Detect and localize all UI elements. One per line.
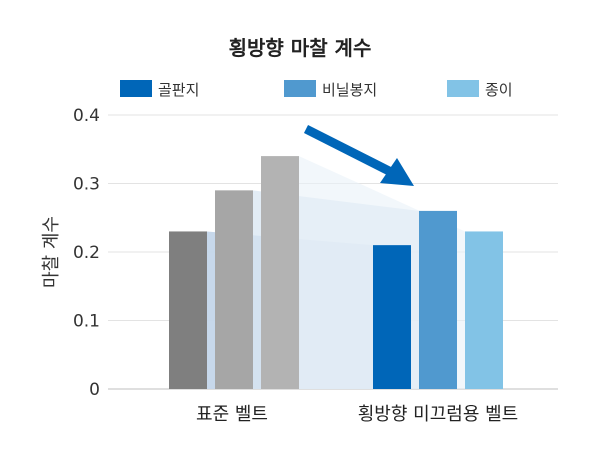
bars — [169, 156, 503, 389]
bar-0-2 — [261, 156, 299, 389]
y-tick-label-4: 0.4 — [73, 106, 100, 126]
bar-1-1 — [419, 210, 457, 389]
bar-0-0 — [169, 231, 207, 389]
bar-0-1 — [215, 190, 253, 389]
category-label-1: 횡방향 미끄럼용 벨트 — [358, 404, 518, 425]
legend: 골판지 비닐봉지 종이 — [120, 80, 513, 99]
chart-title: 횡방향 마찰 계수 — [229, 36, 372, 60]
trend-arrow-head — [380, 158, 414, 186]
y-tick-label-1: 0.1 — [73, 312, 100, 332]
y-axis-label: 마찰 계수 — [41, 216, 62, 288]
category-labels: 표준 벨트 횡방향 미끄럼용 벨트 — [196, 404, 518, 425]
bar-1-0 — [373, 245, 411, 389]
trend-arrow-shaft — [303, 124, 398, 179]
legend-swatch-0 — [120, 80, 152, 97]
trend-arrow — [303, 124, 414, 186]
category-label-0: 표준 벨트 — [196, 404, 268, 425]
y-tick-label-2: 0.2 — [73, 243, 100, 263]
y-tick-label-0: 0 — [89, 380, 100, 400]
legend-label-2: 종이 — [485, 81, 513, 99]
legend-swatch-2 — [447, 80, 479, 97]
y-axis-ticks: 0 0.1 0.2 0.3 0.4 — [73, 106, 100, 400]
y-tick-label-3: 0.3 — [73, 175, 100, 195]
legend-swatch-1 — [284, 80, 316, 97]
legend-label-1: 비닐봉지 — [322, 81, 377, 99]
legend-label-0: 골판지 — [158, 81, 199, 99]
bar-1-2 — [465, 231, 503, 389]
